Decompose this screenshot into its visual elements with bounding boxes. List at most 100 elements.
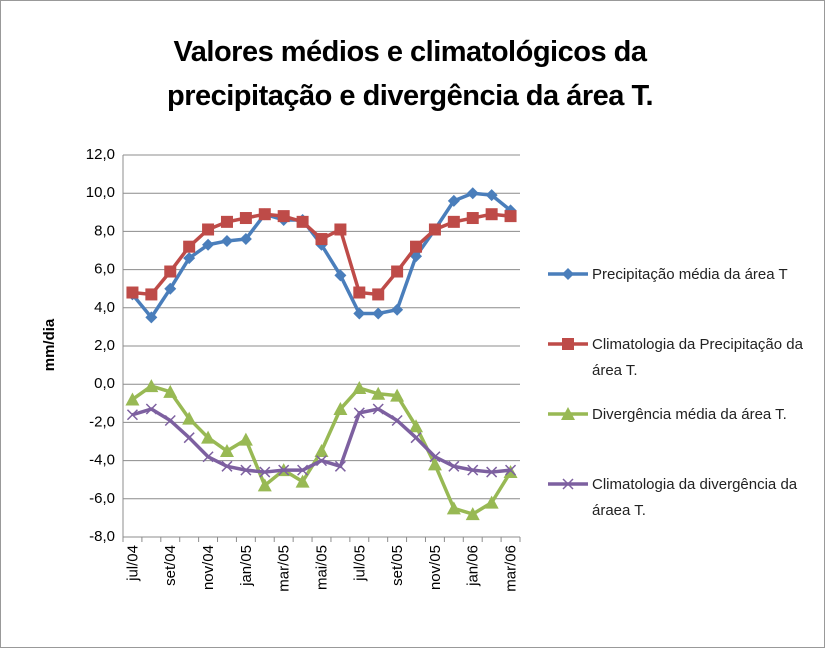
x-tick-label: jan/06 — [465, 545, 482, 587]
legend-marker — [562, 268, 574, 280]
legend-entry: Climatologia da divergência da áraea T. — [592, 476, 798, 519]
point — [126, 409, 138, 421]
point — [296, 215, 309, 228]
y-tick-label: -8,0 — [89, 528, 115, 545]
point — [144, 379, 159, 393]
x-tick-label: set/05 — [389, 545, 406, 586]
point — [465, 507, 480, 521]
point — [352, 381, 367, 395]
point — [145, 311, 158, 324]
point — [220, 234, 233, 247]
point — [410, 240, 423, 253]
point — [333, 402, 348, 416]
point — [201, 430, 216, 444]
point — [447, 215, 460, 228]
legend-entry: Divergência média da área T. — [592, 406, 787, 423]
point — [372, 307, 385, 320]
point — [486, 466, 498, 478]
point — [485, 189, 498, 202]
y-tick-label: 2,0 — [94, 337, 115, 354]
point — [219, 444, 234, 458]
point — [202, 223, 215, 236]
x-tick-label: mar/06 — [503, 545, 520, 592]
point — [164, 265, 177, 278]
point — [505, 464, 517, 476]
point — [410, 250, 423, 263]
point — [145, 403, 157, 415]
point — [314, 444, 329, 458]
legend-entry: Climatologia da Precipitação da área T. — [592, 336, 803, 379]
point — [446, 501, 461, 515]
y-tick-label: 12,0 — [86, 146, 115, 163]
point — [428, 223, 441, 236]
point — [164, 282, 177, 295]
point — [391, 265, 404, 278]
y-tick-label: 6,0 — [94, 261, 115, 278]
x-tick-label: nov/05 — [427, 545, 444, 590]
point — [220, 215, 233, 228]
point — [164, 414, 176, 427]
point — [410, 432, 422, 444]
point — [259, 466, 271, 478]
point — [353, 286, 366, 299]
point — [391, 414, 403, 427]
point — [390, 388, 405, 402]
y-tick-label: 0,0 — [94, 375, 115, 392]
point — [334, 269, 347, 282]
point — [427, 457, 442, 471]
legend-marker — [561, 407, 575, 420]
x-tick-label: mar/05 — [276, 545, 293, 592]
point — [163, 384, 178, 398]
point — [448, 460, 460, 472]
y-tick-label: -4,0 — [89, 452, 115, 469]
point — [182, 411, 197, 425]
point — [183, 240, 196, 253]
point — [183, 432, 195, 444]
y-axis-label: mm/dia — [41, 318, 58, 371]
point — [485, 208, 498, 221]
point — [221, 460, 233, 472]
point — [239, 233, 252, 246]
y-tick-label: 8,0 — [94, 222, 115, 239]
point — [504, 210, 517, 223]
point — [202, 451, 214, 463]
point — [240, 464, 252, 476]
point — [126, 286, 139, 299]
point — [466, 187, 479, 200]
legend-marker — [562, 478, 574, 490]
point — [145, 288, 158, 301]
y-tick-label: -2,0 — [89, 413, 115, 430]
point — [278, 464, 290, 476]
y-tick-label: 4,0 — [94, 299, 115, 316]
point — [183, 252, 196, 265]
point — [334, 460, 346, 472]
y-tick-label: 10,0 — [86, 184, 115, 201]
point — [484, 495, 499, 509]
legend-entry: Precipitação média da área T — [592, 266, 788, 283]
point — [409, 419, 424, 433]
point — [295, 474, 310, 488]
point — [257, 478, 272, 492]
x-tick-label: jul/04 — [124, 545, 141, 582]
x-tick-label: set/04 — [162, 545, 179, 586]
x-tick-label: nov/04 — [200, 545, 217, 590]
point — [371, 386, 386, 400]
point — [258, 208, 271, 221]
point — [334, 223, 347, 236]
point — [353, 407, 365, 419]
point — [447, 194, 460, 207]
point — [372, 288, 385, 301]
point — [391, 303, 404, 316]
point — [238, 432, 253, 446]
point — [372, 403, 384, 415]
legend-marker — [562, 338, 574, 350]
point — [315, 233, 328, 246]
point — [467, 464, 479, 476]
point — [353, 307, 366, 320]
point — [202, 238, 215, 251]
x-tick-label: mai/05 — [313, 545, 330, 590]
point — [239, 212, 252, 225]
point — [315, 455, 328, 467]
x-tick-label: jan/05 — [238, 545, 255, 587]
